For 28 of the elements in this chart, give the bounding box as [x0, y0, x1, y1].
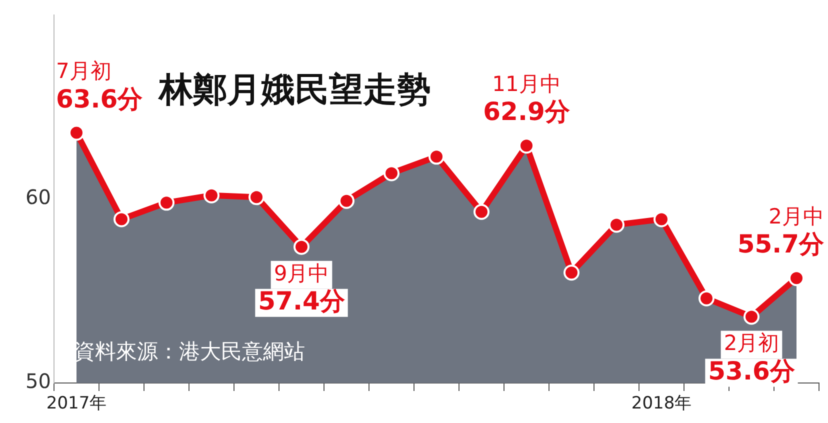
point — [68, 124, 84, 141]
point — [114, 211, 130, 228]
point — [698, 290, 714, 306]
point — [384, 165, 400, 182]
point — [654, 211, 670, 228]
point — [744, 308, 760, 325]
data-label: 2月初 53.6分 — [708, 331, 796, 386]
point — [248, 189, 264, 206]
y-tick-label: 50 — [26, 369, 51, 394]
point — [564, 264, 580, 281]
point — [338, 192, 354, 209]
point — [474, 204, 490, 220]
point — [518, 138, 534, 154]
data-label: 2月中 55.7分 — [737, 204, 825, 259]
data-label: 7月初 63.6分 — [56, 59, 144, 114]
point — [608, 216, 624, 233]
point — [204, 187, 220, 204]
point — [788, 270, 804, 286]
data-label: 9月中 57.4分 — [258, 261, 346, 316]
annotation: 資料來源：港大民意網站 — [74, 339, 305, 364]
x-tick-label: 2017年 — [46, 394, 107, 414]
point — [158, 194, 174, 211]
x-tick-label: 2018年 — [631, 394, 692, 414]
point — [428, 148, 444, 165]
point — [294, 238, 310, 255]
text: 林鄭月娥民望走勢 — [157, 70, 431, 110]
y-tick-label: 60 — [26, 185, 51, 210]
data-label: 11月中 62.9分 — [483, 72, 571, 126]
